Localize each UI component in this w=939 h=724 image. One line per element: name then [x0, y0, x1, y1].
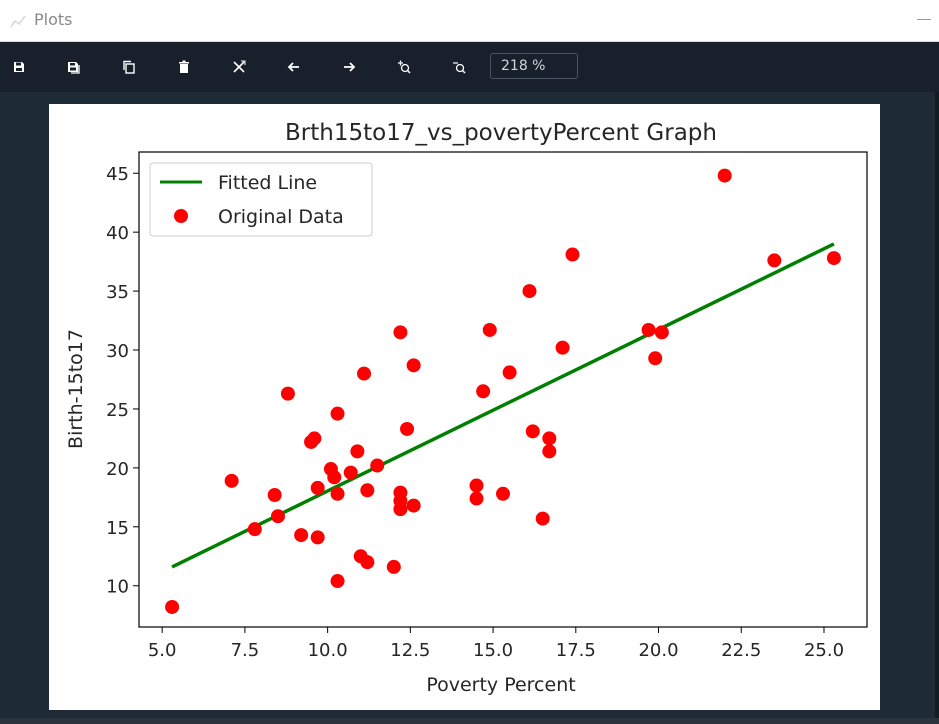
- data-point: [406, 498, 421, 513]
- plot-image: Brth15to17_vs_povertyPercent Graph 10 15 2…: [49, 104, 880, 710]
- x-tick-label: 5.0: [148, 640, 177, 661]
- data-point: [400, 421, 415, 436]
- data-point: [469, 478, 484, 493]
- save-button[interactable]: [8, 56, 30, 78]
- data-point: [247, 522, 262, 537]
- data-point: [307, 431, 322, 446]
- x-tick-label: 12.5: [390, 640, 430, 661]
- next-plot-button[interactable]: [338, 56, 360, 78]
- data-point: [357, 366, 372, 381]
- data-point: [294, 528, 309, 543]
- plots-app-icon: [10, 15, 26, 28]
- data-point: [717, 168, 732, 183]
- x-tick-label: 10.0: [308, 640, 348, 661]
- data-point: [267, 487, 282, 502]
- y-tick-label: 15: [106, 518, 129, 539]
- y-tick-label: 20: [106, 459, 129, 480]
- x-tick-label: 7.5: [231, 640, 260, 661]
- data-point: [393, 502, 408, 517]
- zoom-out-button[interactable]: [448, 56, 470, 78]
- arrow-left-icon: [287, 62, 299, 72]
- data-point: [535, 511, 550, 526]
- delete-button[interactable]: [173, 56, 195, 78]
- y-tick-label: 25: [106, 400, 129, 421]
- y-tick-label: 30: [106, 341, 129, 362]
- data-point: [406, 358, 421, 373]
- scatter-chart: Brth15to17_vs_povertyPercent Graph 10 15 2…: [65, 120, 868, 696]
- data-point: [350, 444, 365, 459]
- y-tick-label: 40: [106, 223, 129, 244]
- x-tick-label: 25.0: [804, 640, 844, 661]
- data-point: [648, 351, 663, 366]
- delete-all-icon: [233, 60, 246, 73]
- data-point: [330, 406, 345, 421]
- data-point: [386, 559, 401, 574]
- copy-button[interactable]: [118, 56, 140, 78]
- zoom-level-field[interactable]: 218 %: [490, 53, 578, 79]
- data-point: [224, 473, 239, 488]
- legend-original-data-swatch: [174, 209, 188, 223]
- data-point: [654, 325, 669, 340]
- data-point: [496, 486, 510, 501]
- data-point: [542, 431, 557, 446]
- delete-all-button[interactable]: [228, 56, 250, 78]
- legend-fitted-line-label: Fitted Line: [218, 172, 317, 194]
- data-point: [393, 325, 408, 340]
- data-point: [555, 340, 570, 355]
- data-point: [641, 322, 656, 337]
- save-icon: [14, 62, 24, 72]
- arrow-right-icon: [344, 62, 356, 72]
- data-point: [525, 424, 540, 439]
- data-point: [310, 480, 325, 495]
- data-point: [330, 486, 345, 501]
- x-tick-label: 15.0: [473, 640, 513, 661]
- y-axis-label: Birth-15to17: [65, 329, 87, 449]
- chart-title: Brth15to17_vs_povertyPercent Graph: [285, 120, 717, 146]
- y-tick-label: 35: [106, 282, 129, 303]
- data-point: [826, 251, 841, 266]
- data-point: [165, 599, 180, 614]
- zoom-in-button[interactable]: [393, 56, 415, 78]
- previous-plot-button[interactable]: [283, 56, 305, 78]
- bottom-strip: [0, 718, 939, 724]
- axes-frame: [138, 151, 868, 628]
- data-point: [482, 322, 497, 337]
- minimize-button[interactable]: [917, 19, 931, 20]
- legend-box: [149, 162, 373, 237]
- x-axis-label: Poverty Percent: [426, 674, 575, 696]
- data-point: [522, 284, 537, 299]
- data-point: [330, 574, 345, 589]
- zoom-in-icon: [398, 60, 411, 74]
- data-point: [343, 465, 358, 480]
- window-title: Plots: [34, 10, 73, 29]
- data-point: [502, 365, 517, 380]
- data-point: [310, 530, 325, 545]
- y-tick-label: 10: [106, 577, 129, 598]
- data-point: [327, 470, 342, 485]
- data-point: [270, 509, 285, 524]
- legend-original-data-label: Original Data: [218, 206, 344, 228]
- window-titlebar: Plots: [0, 0, 939, 42]
- y-tick-label: 45: [106, 164, 129, 185]
- copy-icon: [123, 60, 135, 74]
- delete-icon: [179, 60, 189, 73]
- data-point: [767, 253, 782, 268]
- data-point: [542, 444, 557, 459]
- x-tick-label: 20.0: [638, 640, 678, 661]
- plots-toolbar: 218 %: [0, 42, 939, 92]
- data-point: [280, 386, 295, 401]
- data-point: [370, 458, 385, 473]
- x-tick-label: 22.5: [721, 640, 761, 661]
- data-point: [476, 384, 491, 399]
- x-tick-label: 17.5: [556, 640, 596, 661]
- data-point: [360, 555, 375, 570]
- data-point: [469, 491, 484, 506]
- data-point: [360, 483, 375, 498]
- legend: Fitted Line Original Data: [149, 162, 373, 237]
- zoom-out-icon: [453, 62, 466, 74]
- save-all-icon: [68, 62, 80, 74]
- save-all-button[interactable]: [63, 56, 85, 78]
- scrollbar-track[interactable]: [935, 92, 939, 724]
- data-point: [565, 247, 580, 262]
